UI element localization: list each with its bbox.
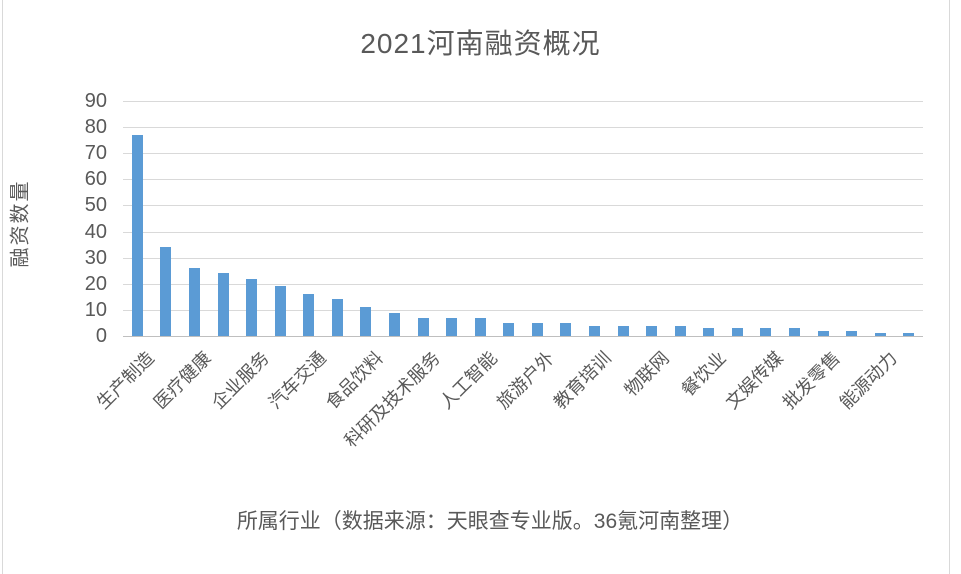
y-tick-label: 10 [84, 298, 107, 321]
x-tick-label: 企业服务 [207, 347, 273, 413]
y-tick-label: 30 [84, 246, 107, 269]
gridline [123, 101, 923, 102]
bar [160, 247, 172, 336]
x-axis-tick-labels: 生产制造 医疗健康 企业服务 汽车交通 食品饮料 科研及技术服务 人工智能 旅游户外 教育培训物… [93, 345, 923, 495]
bar [274, 286, 286, 336]
bar [788, 328, 800, 336]
bar [817, 330, 829, 336]
bar [874, 333, 886, 336]
x-tick-label: 物联网 [620, 347, 673, 401]
x-tick-label: 文娱传媒 [721, 347, 787, 413]
x-axis-line [123, 336, 923, 337]
bar [674, 325, 686, 336]
bar [560, 322, 572, 336]
bar [388, 312, 400, 336]
bar [703, 328, 715, 336]
x-tick-label: 人工智能 [436, 347, 502, 413]
bar [531, 322, 543, 336]
x-tick-label: 教育培训 [550, 347, 616, 413]
bar [646, 325, 658, 336]
y-tick-label: 20 [84, 272, 107, 295]
gridline [123, 283, 923, 285]
chart-right-border [949, 0, 950, 574]
y-tick-label: 70 [84, 142, 107, 165]
y-axis-tick-labels: 0 10 20 30 40 50 60 70 80 90 [0, 90, 107, 347]
bar [731, 328, 743, 336]
bar [846, 330, 858, 336]
bar [760, 328, 772, 336]
y-tick-label: 60 [84, 168, 107, 191]
bar [903, 333, 915, 336]
bar [360, 307, 372, 336]
x-tick-label: 能源动力 [836, 347, 902, 413]
bar [588, 325, 600, 336]
gridline [123, 205, 923, 207]
bar [303, 294, 315, 336]
y-tick-label: 0 [95, 325, 107, 347]
bar [446, 317, 458, 336]
chart-title: 2021河南融资概况 [360, 28, 601, 59]
y-tick-label: 90 [84, 90, 107, 112]
bar [217, 273, 229, 336]
x-axis-title: 所属行业（数据来源：天眼查专业版。36氪河南整理） [236, 510, 744, 533]
bar [617, 325, 629, 336]
bar [503, 322, 515, 336]
x-tick-label: 批发零售 [778, 347, 844, 413]
bar [417, 317, 429, 336]
bar [131, 134, 143, 336]
y-tick-label: 50 [84, 194, 107, 217]
y-tick-label: 80 [84, 116, 107, 139]
y-tick-label: 40 [84, 220, 107, 243]
gridline [123, 231, 923, 233]
gridline [123, 257, 923, 259]
x-tick-label: 生产制造 [93, 347, 159, 413]
x-tick-label: 医疗健康 [150, 347, 216, 413]
plot-area [123, 101, 923, 337]
bar [474, 317, 486, 336]
chart-left-border [2, 0, 3, 574]
bar [246, 278, 258, 336]
gridline [123, 309, 923, 311]
x-tick-label: 汽车交通 [264, 347, 330, 413]
x-tick-label: 旅游户外 [493, 347, 559, 413]
gridline [123, 179, 923, 181]
bar [331, 299, 343, 336]
gridline [123, 153, 923, 155]
gridline [123, 127, 923, 129]
bar [188, 268, 200, 336]
